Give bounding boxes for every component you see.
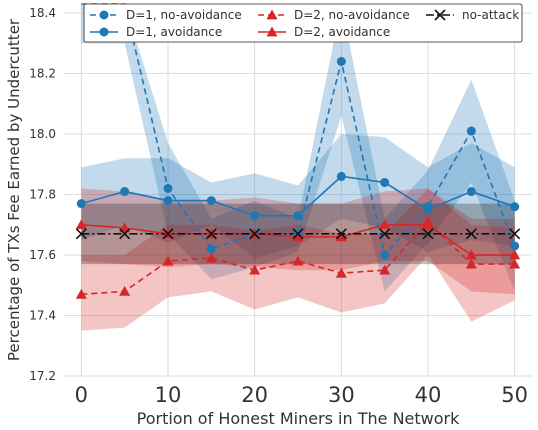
data-point <box>465 228 477 240</box>
data-point <box>76 199 86 209</box>
series-band <box>81 134 515 259</box>
data-point <box>119 285 131 296</box>
x-tick-label: 10 <box>155 383 182 407</box>
x-tick-label: 0 <box>75 383 88 407</box>
y-tick-label: 17.8 <box>29 188 56 202</box>
data-point <box>434 9 446 21</box>
y-tick-labels: 17.2 17.4 17.6 17.8 18.0 18.2 18.4 <box>29 6 56 383</box>
y-tick-label: 18.0 <box>29 127 56 141</box>
data-point <box>266 9 278 20</box>
x-tick-label: 50 <box>501 383 528 407</box>
y-axis-label: Percentage of TXs Fee Earned by Undercut… <box>5 18 23 361</box>
legend-label: D=2, no-avoidance <box>294 8 410 22</box>
data-point <box>466 187 476 197</box>
data-point <box>75 219 87 230</box>
data-point <box>163 183 173 193</box>
data-point <box>75 288 87 299</box>
y-tick-label: 17.2 <box>29 369 56 383</box>
data-point <box>466 126 476 136</box>
data-point <box>205 228 217 240</box>
data-point <box>99 10 109 20</box>
data-point <box>120 187 130 197</box>
data-point <box>510 241 520 251</box>
data-point <box>423 205 433 215</box>
data-point <box>465 258 477 269</box>
data-point <box>249 264 261 275</box>
x-tick-label: 40 <box>415 383 442 407</box>
data-point <box>293 211 303 221</box>
y-tick-label: 17.4 <box>29 309 56 323</box>
x-axis-label: Portion of Honest Miners in The Network <box>137 409 460 428</box>
data-point <box>206 244 216 254</box>
legend-box <box>83 3 523 43</box>
data-point <box>465 249 477 260</box>
data-point <box>336 56 346 66</box>
data-point <box>292 228 304 240</box>
data-point <box>206 196 216 206</box>
data-point <box>509 228 521 240</box>
data-point <box>379 264 391 275</box>
legend-label: D=2, avoidance <box>294 25 390 39</box>
legend: D=1, no-avoidance D=1, avoidance D=2, no-a… <box>83 3 523 43</box>
data-point <box>335 267 347 278</box>
data-point <box>379 219 391 230</box>
data-point <box>422 228 434 240</box>
legend-label: D=1, no-avoidance <box>126 8 242 22</box>
legend-label: D=1, avoidance <box>126 25 222 39</box>
data-point <box>162 228 174 240</box>
data-point <box>509 249 521 260</box>
data-point <box>163 196 173 206</box>
data-point <box>266 26 278 37</box>
data-point <box>292 231 304 242</box>
data-point <box>99 27 109 37</box>
y-tick-label: 18.2 <box>29 67 56 81</box>
x-tick-label: 30 <box>328 383 355 407</box>
y-tick-label: 17.6 <box>29 248 56 262</box>
series-markers <box>75 56 521 299</box>
data-point <box>292 255 304 266</box>
legend-label: no-attack <box>462 8 519 22</box>
data-point <box>509 258 521 269</box>
data-point <box>379 228 391 240</box>
series-band <box>81 188 515 295</box>
data-point <box>249 228 261 240</box>
data-point <box>250 211 260 221</box>
data-point <box>510 202 520 212</box>
data-point <box>205 252 217 263</box>
data-point <box>422 219 434 230</box>
data-point <box>119 222 131 233</box>
data-point <box>380 177 390 187</box>
plot-background <box>64 4 532 376</box>
x-tick-labels: 0 10 20 30 40 50 <box>75 383 528 407</box>
series-line <box>81 220 515 296</box>
data-point <box>336 171 346 181</box>
data-point <box>119 228 131 240</box>
data-point <box>335 231 347 242</box>
data-point <box>380 250 390 260</box>
data-point <box>75 228 87 240</box>
x-tick-label: 20 <box>241 383 268 407</box>
y-tick-label: 18.4 <box>29 6 56 20</box>
data-point <box>162 255 174 266</box>
data-point <box>335 228 347 240</box>
